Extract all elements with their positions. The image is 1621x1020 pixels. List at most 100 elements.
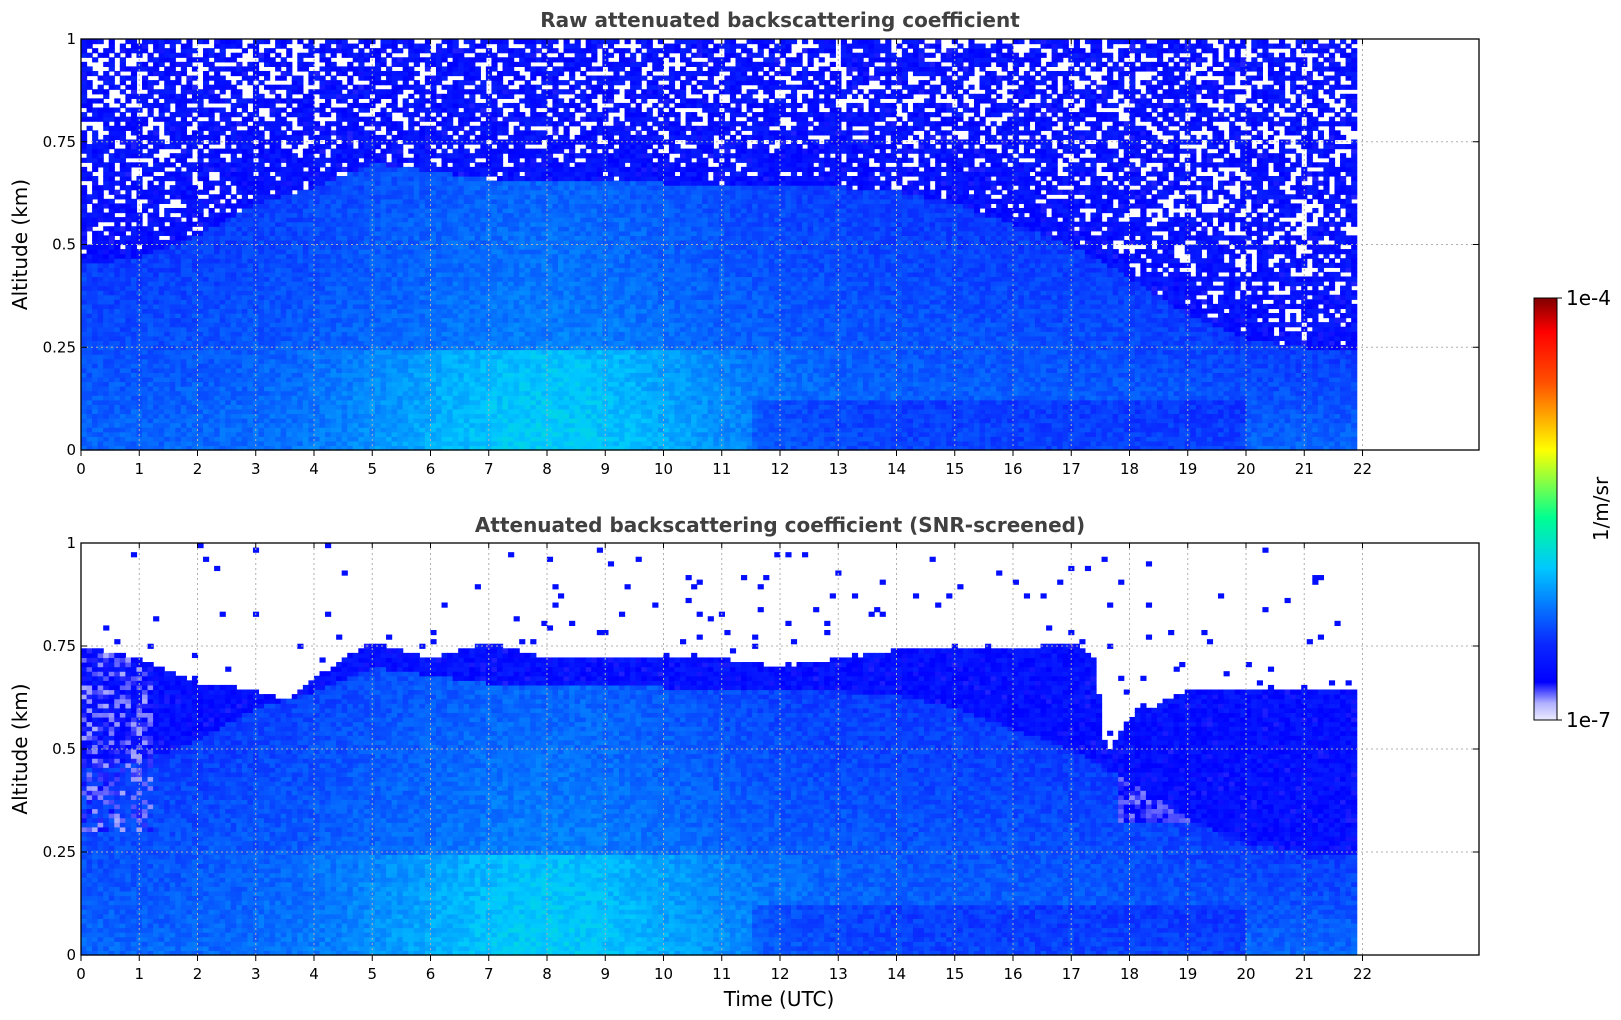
heatmap-cell bbox=[87, 80, 93, 85]
heatmap-cell bbox=[87, 318, 93, 323]
heatmap-cell bbox=[125, 226, 131, 231]
heatmap-cell bbox=[142, 327, 148, 332]
heatmap-cell bbox=[148, 427, 154, 432]
heatmap-cell bbox=[170, 423, 176, 428]
heatmap-cell bbox=[131, 304, 137, 309]
heatmap-cell bbox=[164, 363, 170, 368]
heatmap-cell bbox=[114, 153, 120, 158]
heatmap-cell bbox=[153, 213, 159, 218]
heatmap-cell bbox=[103, 409, 109, 414]
heatmap-cell bbox=[87, 117, 93, 122]
heatmap-cell bbox=[109, 245, 115, 250]
heatmap-cell bbox=[109, 258, 115, 263]
heatmap-cell bbox=[142, 441, 148, 446]
heatmap-cell bbox=[153, 167, 159, 172]
heatmap-cell bbox=[114, 222, 120, 227]
heatmap-cell bbox=[153, 281, 159, 286]
heatmap-cell bbox=[170, 409, 176, 414]
heatmap-cell bbox=[125, 194, 131, 199]
heatmap-cell bbox=[125, 363, 131, 368]
heatmap-cell bbox=[159, 167, 165, 172]
heatmap-cell bbox=[131, 391, 137, 396]
heatmap-cell bbox=[109, 340, 115, 345]
heatmap-cell bbox=[142, 386, 148, 391]
heatmap-cell bbox=[153, 71, 159, 76]
heatmap-cell bbox=[109, 359, 115, 364]
heatmap-cell bbox=[164, 126, 170, 131]
heatmap-cell bbox=[81, 222, 87, 227]
heatmap-cell bbox=[164, 304, 170, 309]
heatmap-cell bbox=[131, 149, 137, 154]
heatmap-cell bbox=[153, 423, 159, 428]
heatmap-cell bbox=[131, 281, 137, 286]
heatmap-cell bbox=[120, 418, 126, 423]
heatmap-cell bbox=[153, 80, 159, 85]
heatmap-cell bbox=[114, 368, 120, 373]
heatmap-cell bbox=[175, 254, 181, 259]
heatmap-cell bbox=[131, 76, 137, 81]
heatmap-cell bbox=[153, 391, 159, 396]
heatmap-cell bbox=[164, 377, 170, 382]
heatmap-cell bbox=[131, 185, 137, 190]
heatmap-cell bbox=[159, 377, 165, 382]
heatmap-cell bbox=[120, 331, 126, 336]
heatmap-cell bbox=[109, 272, 115, 277]
heatmap-cell bbox=[114, 427, 120, 432]
heatmap-cell bbox=[148, 267, 154, 272]
heatmap-cell bbox=[170, 208, 176, 213]
heatmap-cell bbox=[148, 400, 154, 405]
heatmap-cell bbox=[81, 258, 87, 263]
heatmap-cell bbox=[87, 372, 93, 377]
heatmap-cell bbox=[125, 126, 131, 131]
heatmap-cell bbox=[131, 368, 137, 373]
heatmap-cell bbox=[142, 121, 148, 126]
heatmap-cell bbox=[131, 245, 137, 250]
heatmap-cell bbox=[131, 295, 137, 300]
heatmap-cell bbox=[109, 295, 115, 300]
heatmap-cell bbox=[148, 39, 154, 44]
heatmap-cell bbox=[125, 249, 131, 254]
heatmap-cell bbox=[164, 254, 170, 259]
heatmap-cell bbox=[153, 130, 159, 135]
heatmap-cell bbox=[103, 94, 109, 99]
heatmap-cell bbox=[114, 331, 120, 336]
heatmap-cell bbox=[142, 44, 148, 49]
heatmap-cell bbox=[114, 322, 120, 327]
heatmap-cell bbox=[109, 372, 115, 377]
heatmap-cell bbox=[170, 372, 176, 377]
heatmap-cell bbox=[131, 226, 137, 231]
heatmap-cell bbox=[153, 254, 159, 259]
heatmap-cell bbox=[170, 350, 176, 355]
heatmap-cell bbox=[170, 85, 176, 90]
heatmap-cell bbox=[103, 368, 109, 373]
heatmap-cell bbox=[103, 359, 109, 364]
heatmap-cell bbox=[87, 308, 93, 313]
heatmap-cell bbox=[103, 144, 109, 149]
heatmap-cell bbox=[87, 409, 93, 414]
heatmap-cell bbox=[109, 290, 115, 295]
heatmap-cell bbox=[148, 395, 154, 400]
heatmap-cell bbox=[114, 126, 120, 131]
heatmap-cell bbox=[175, 245, 181, 250]
heatmap-cell bbox=[81, 318, 87, 323]
heatmap-cell bbox=[164, 272, 170, 277]
heatmap-cell bbox=[92, 290, 98, 295]
heatmap-cell bbox=[81, 276, 87, 281]
heatmap-cell bbox=[98, 208, 104, 213]
heatmap-cell bbox=[125, 149, 131, 154]
heatmap-cell bbox=[131, 249, 137, 254]
heatmap-cell bbox=[125, 213, 131, 218]
heatmap-cell bbox=[103, 254, 109, 259]
heatmap-cell bbox=[120, 354, 126, 359]
heatmap-cell bbox=[164, 71, 170, 76]
heatmap-cell bbox=[159, 245, 165, 250]
heatmap-cell bbox=[92, 222, 98, 227]
heatmap-cell bbox=[148, 404, 154, 409]
heatmap-cell bbox=[148, 423, 154, 428]
heatmap-cell bbox=[109, 190, 115, 195]
heatmap-cell bbox=[164, 290, 170, 295]
heatmap-cell bbox=[120, 363, 126, 368]
heatmap-cell bbox=[98, 85, 104, 90]
heatmap-cell bbox=[153, 263, 159, 268]
heatmap-cell bbox=[98, 235, 104, 240]
